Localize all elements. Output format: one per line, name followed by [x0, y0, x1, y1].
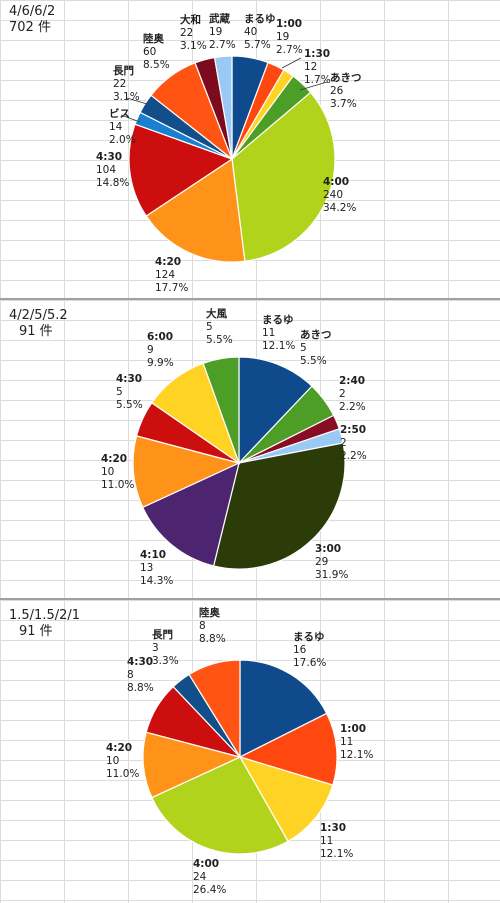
slice-label: まるゆ 40 5.7%: [244, 13, 276, 51]
slice-label: 2:40 2 2.2%: [339, 375, 366, 413]
slice-label: 1:00 19 2.7%: [276, 18, 303, 56]
pie-slice: [151, 756, 289, 855]
label-leader-line: [126, 97, 148, 105]
slice-label: 2:50 2 2.2%: [340, 424, 367, 462]
chart-panel-1: 4/6/6/2 702 件 まるゆ 40 5.7% 1:00 19 2.7% 1:30 12 1…: [0, 0, 500, 298]
label-leader-line: [299, 81, 328, 91]
pie-chart-2: まるゆ 11 12.1%あきつ 5 5.5% 2:40 2 2.2% 2:50 2 2.2% 3:00…: [101, 307, 367, 587]
pie-slice: [239, 659, 328, 758]
slice-label: ビス 14 2.0%: [109, 107, 136, 146]
slice-label: 4:30 104 14.8%: [96, 151, 129, 189]
chart-header: 1.5/1.5/2/1 91 件: [9, 608, 80, 640]
slice-label: 4:10 13 14.3%: [140, 549, 173, 587]
pie-slice: [238, 755, 334, 843]
chart-header: 4/2/5/5.2 91 件: [9, 308, 68, 340]
pie-slice: [145, 157, 246, 263]
slice-label: まるゆ 11 12.1%: [262, 314, 295, 352]
slice-label: 大風 5 5.5%: [206, 307, 233, 346]
slice-label: 4:30 5 5.5%: [116, 373, 143, 411]
pie-slice: [141, 461, 240, 567]
pie-slice: [128, 123, 234, 217]
slice-label: 武蔵 19 2.7%: [209, 12, 236, 51]
slice-label: 陸奥 60 8.5%: [143, 32, 170, 71]
label-leader-line: [281, 57, 302, 69]
pie-slice: [132, 435, 241, 509]
panel-divider: [0, 598, 500, 600]
slice-label: あきつ 5 5.5%: [300, 328, 332, 367]
slice-label: あきつ 26 3.7%: [330, 71, 362, 110]
pie-slice: [188, 659, 241, 760]
chart-title-line: 1.5/1.5/2/1: [9, 608, 81, 623]
chart-count-line: 702 件: [9, 20, 51, 35]
slice-label: 長門 22 3.1%: [113, 65, 140, 103]
slice-label: 4:20 10 11.0%: [106, 742, 139, 780]
pie-slice: [238, 712, 338, 786]
slice-label: 長門 3 3.3%: [152, 629, 179, 667]
chart-count-line: 91 件: [19, 624, 53, 639]
slice-label: 4:20 124 17.7%: [155, 256, 188, 294]
panel-divider: [0, 298, 500, 300]
slice-label: 4:00 240 34.2%: [323, 176, 356, 214]
chart-panel-3: 1.5/1.5/2/1 91 件 まるゆ 16 17.6% 1:00 11 12.1% 1:…: [0, 600, 500, 903]
chart-panel-2: 4/2/5/5.2 91 件 まるゆ 11 12.1% あきつ 5 5.5% 2:40 2 2.…: [0, 300, 500, 598]
slice-label: 1:30 12 1.7%: [304, 48, 331, 86]
chart-header: 4/6/6/2 702 件: [9, 4, 55, 36]
pie-slice: [212, 442, 346, 570]
pie-slice: [142, 731, 242, 799]
chart-title-line: 4/6/6/2: [9, 4, 56, 19]
slice-label: 4:30 8 8.8%: [127, 656, 154, 694]
slice-label: 4:00 24 26.4%: [193, 858, 226, 896]
slice-label: 陸奥 8 8.8%: [199, 606, 226, 645]
chart-count-line: 91 件: [19, 324, 53, 339]
slice-label: 4:20 10 11.0%: [101, 453, 134, 491]
pie-slice: [202, 356, 240, 464]
chart-title-line: 4/2/5/5.2: [9, 308, 68, 323]
slice-label: 6:00 9 9.9%: [147, 331, 174, 369]
label-leader-line: [120, 114, 141, 123]
pie-slice: [231, 91, 336, 262]
pie-slice: [238, 356, 313, 465]
slice-label: 大和 22 3.1%: [180, 13, 207, 52]
slice-label: 1:30 11 12.1%: [320, 822, 353, 860]
slice-label: 3:00 29 31.9%: [315, 543, 348, 581]
pie-chart-3: まるゆ 16 17.6% 1:00 11 12.1% 1:30 11 12.1% 4:00 24 26…: [106, 606, 373, 896]
slice-label: まるゆ 16 17.6%: [293, 631, 326, 669]
pie-chart-1: まるゆ 40 5.7%1:00 19 2.7% 1:30 12 1.7% あきつ 26 3.7% 4:…: [96, 12, 362, 294]
slice-label: 1:00 11 12.1%: [340, 723, 373, 761]
pie-slice: [213, 55, 233, 160]
